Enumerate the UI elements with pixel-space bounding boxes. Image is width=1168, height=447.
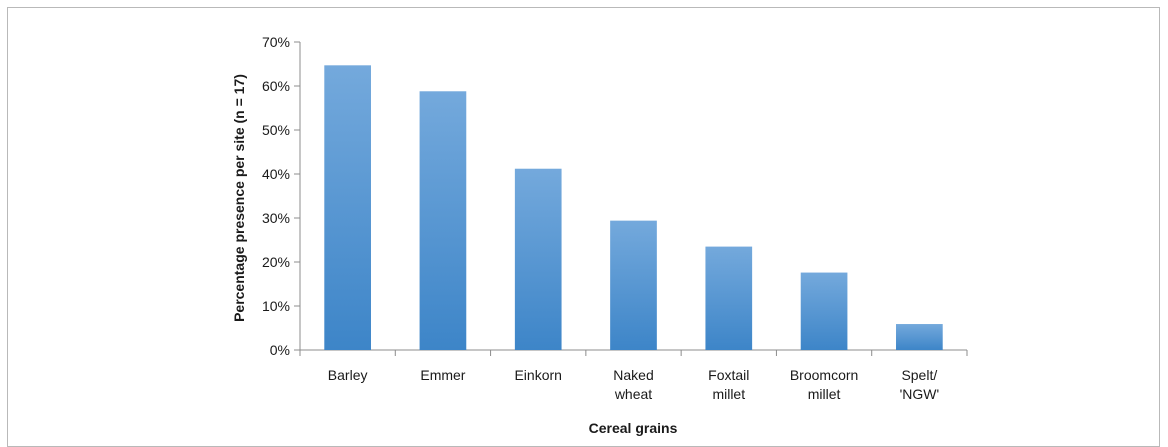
y-tick-label: 70% xyxy=(262,34,290,50)
x-tick-labels: Barley Emmer Einkorn Naked wheat Foxtail mille… xyxy=(328,367,939,402)
bar xyxy=(324,65,371,350)
y-tick-label: 10% xyxy=(262,298,290,314)
bar xyxy=(514,168,562,350)
x-tick-label: Emmer xyxy=(420,367,465,383)
bar xyxy=(800,272,848,350)
y-axis-title: Percentage presence per site (n = 17) xyxy=(231,74,247,322)
y-tick-label: 60% xyxy=(262,78,290,94)
x-tick-label: Foxtail millet xyxy=(708,367,749,402)
bar xyxy=(419,91,467,350)
x-axis-title: Cereal grains xyxy=(589,420,678,436)
x-tick-label: Einkorn xyxy=(514,367,561,383)
figure-frame xyxy=(7,7,1160,447)
y-tick-label: 40% xyxy=(262,166,290,182)
x-tick-label: Spelt/'NGW' xyxy=(900,367,940,402)
y-axis: 0% 10% 20% 30% 40% 50% 60% 70% xyxy=(262,34,301,358)
bar xyxy=(610,220,657,350)
x-tick-label: Naked wheat xyxy=(613,367,653,402)
x-tick-label: Barley xyxy=(328,367,368,383)
bar-chart: 0% 10% 20% 30% 40% 50% 60% 70% Barley Emmer Einko… xyxy=(231,34,968,436)
bars xyxy=(324,65,943,350)
y-tick-label: 0% xyxy=(270,342,290,358)
y-tick-label: 30% xyxy=(262,210,290,226)
y-tick-label: 20% xyxy=(262,254,290,270)
x-axis xyxy=(299,349,968,356)
bar xyxy=(896,324,943,350)
y-tick-label: 50% xyxy=(262,122,290,138)
x-tick-label: Broomcorn millet xyxy=(790,367,858,402)
bar xyxy=(705,246,753,350)
